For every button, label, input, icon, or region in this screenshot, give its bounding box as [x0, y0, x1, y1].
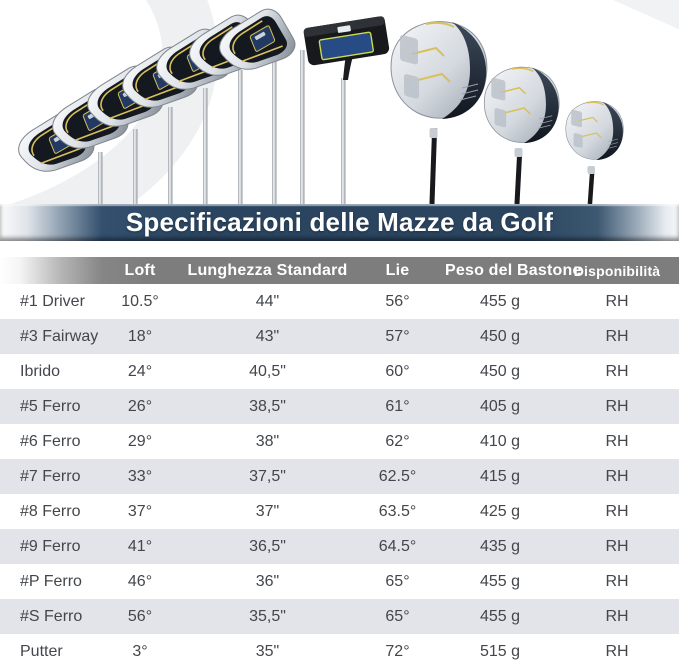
header-disponibilita: Disponibilità — [573, 262, 661, 279]
spec-table: Loft Lunghezza Standard Lie Peso del Bas… — [0, 257, 679, 669]
table-row: #3 Fairway 18° 43" 57° 450 g RH — [0, 319, 679, 354]
cell-disponibilita: RH — [605, 537, 629, 555]
header-peso-del-bastone: Peso del Bastone — [445, 261, 582, 279]
cell-disponibilita: RH — [605, 397, 629, 415]
cell-club-name: #8 Ferro — [20, 502, 81, 520]
cell-lie: 65° — [385, 572, 410, 590]
hybrid — [564, 100, 624, 204]
header-empty — [0, 257, 95, 284]
cell-peso: 515 g — [479, 642, 521, 660]
table-row: #5 Ferro 26° 38,5" 61° 405 g RH — [0, 389, 679, 424]
table-row: #1 Driver 10.5° 44" 56° 455 g RH — [0, 284, 679, 319]
cell-club-name: #3 Fairway — [20, 327, 99, 345]
cell-lunghezza: 44" — [255, 292, 280, 310]
cell-club-name: #6 Ferro — [20, 432, 81, 450]
cell-lunghezza: 37" — [255, 502, 280, 520]
cell-club-name: #S Ferro — [20, 607, 83, 625]
cell-disponibilita: RH — [605, 607, 629, 625]
cell-club-name: #7 Ferro — [20, 467, 81, 485]
page-title: Specificazioni delle Mazze da Golf — [125, 207, 554, 237]
cell-lunghezza: 36,5" — [249, 537, 286, 555]
golf-clubs-illustration — [0, 0, 679, 204]
cell-disponibilita: RH — [605, 467, 629, 485]
spacer — [0, 241, 679, 257]
header-lie: Lie — [385, 261, 410, 279]
table-row: #9 Ferro 41° 36,5" 64.5° 435 g RH — [0, 529, 679, 564]
fairway-wood — [482, 66, 560, 204]
cell-club-name: Putter — [20, 642, 63, 660]
cell-peso: 455 g — [479, 292, 521, 310]
cell-club-name: #9 Ferro — [20, 537, 81, 555]
table-row: #7 Ferro 33° 37,5" 62.5° 415 g RH — [0, 459, 679, 494]
cell-loft: 33° — [127, 467, 153, 485]
cell-lie: 62° — [385, 432, 410, 450]
cell-disponibilita: RH — [605, 327, 629, 345]
cell-loft: 56° — [127, 607, 153, 625]
cell-disponibilita: RH — [605, 642, 629, 660]
cell-loft: 24° — [127, 362, 153, 380]
spec-table-body: #1 Driver 10.5° 44" 56° 455 g RH #3 Fair… — [0, 284, 679, 669]
cell-loft: 46° — [127, 572, 153, 590]
putter — [303, 16, 390, 204]
cell-disponibilita: RH — [605, 572, 629, 590]
cell-lunghezza: 37,5" — [249, 467, 286, 485]
cell-lie: 65° — [385, 607, 410, 625]
cell-lunghezza: 36" — [255, 572, 280, 590]
cell-peso: 450 g — [479, 327, 521, 345]
cell-peso: 405 g — [479, 397, 521, 415]
cell-disponibilita: RH — [605, 292, 629, 310]
cell-disponibilita: RH — [605, 362, 629, 380]
cell-peso: 415 g — [479, 467, 521, 485]
iron-shafts — [98, 50, 305, 204]
cell-lie: 63.5° — [378, 502, 417, 520]
cell-lie: 72° — [385, 642, 410, 660]
cell-loft: 41° — [127, 537, 153, 555]
cell-lie: 56° — [385, 292, 410, 310]
cell-club-name: Ibrido — [20, 362, 61, 380]
cell-lunghezza: 35" — [255, 642, 280, 660]
cell-peso: 455 g — [479, 607, 521, 625]
header-loft: Loft — [124, 261, 156, 279]
section-banner: Specificazioni delle Mazze da Golf — [0, 204, 679, 241]
cell-loft: 10.5° — [121, 292, 159, 310]
cell-club-name: #P Ferro — [20, 572, 82, 590]
table-row: Ibrido 24° 40,5" 60° 450 g RH — [0, 354, 679, 389]
cell-peso: 410 g — [479, 432, 521, 450]
table-row: #8 Ferro 37° 37" 63.5° 425 g RH — [0, 494, 679, 529]
cell-peso: 435 g — [479, 537, 521, 555]
cell-lie: 62.5° — [378, 467, 417, 485]
cell-club-name: #1 Driver — [20, 292, 85, 310]
table-row: #P Ferro 46° 36" 65° 455 g RH — [0, 564, 679, 599]
cell-lunghezza: 38,5" — [249, 397, 286, 415]
cell-disponibilita: RH — [605, 432, 629, 450]
cell-lunghezza: 40,5" — [249, 362, 286, 380]
header-lunghezza-standard: Lunghezza Standard — [187, 261, 348, 279]
cell-disponibilita: RH — [605, 502, 629, 520]
cell-loft: 29° — [127, 432, 153, 450]
cell-club-name: #5 Ferro — [20, 397, 81, 415]
cell-lie: 57° — [385, 327, 410, 345]
cell-lie: 60° — [385, 362, 410, 380]
table-row: Putter 3° 35" 72° 515 g RH — [0, 634, 679, 669]
table-header-row: Loft Lunghezza Standard Lie Peso del Bas… — [0, 257, 679, 284]
cell-peso: 425 g — [479, 502, 521, 520]
cell-loft: 26° — [127, 397, 153, 415]
cell-lie: 64.5° — [378, 537, 417, 555]
cell-peso: 455 g — [479, 572, 521, 590]
cell-lunghezza: 38" — [255, 432, 280, 450]
table-row: #S Ferro 56° 35,5" 65° 455 g RH — [0, 599, 679, 634]
cell-loft: 3° — [132, 642, 148, 660]
cell-lunghezza: 35,5" — [249, 607, 286, 625]
cell-lunghezza: 43" — [255, 327, 280, 345]
driver — [388, 20, 488, 204]
product-image — [0, 0, 679, 204]
cell-lie: 61° — [385, 397, 410, 415]
cell-peso: 450 g — [479, 362, 521, 380]
cell-loft: 18° — [127, 327, 153, 345]
table-row: #6 Ferro 29° 38" 62° 410 g RH — [0, 424, 679, 459]
cell-loft: 37° — [127, 502, 153, 520]
